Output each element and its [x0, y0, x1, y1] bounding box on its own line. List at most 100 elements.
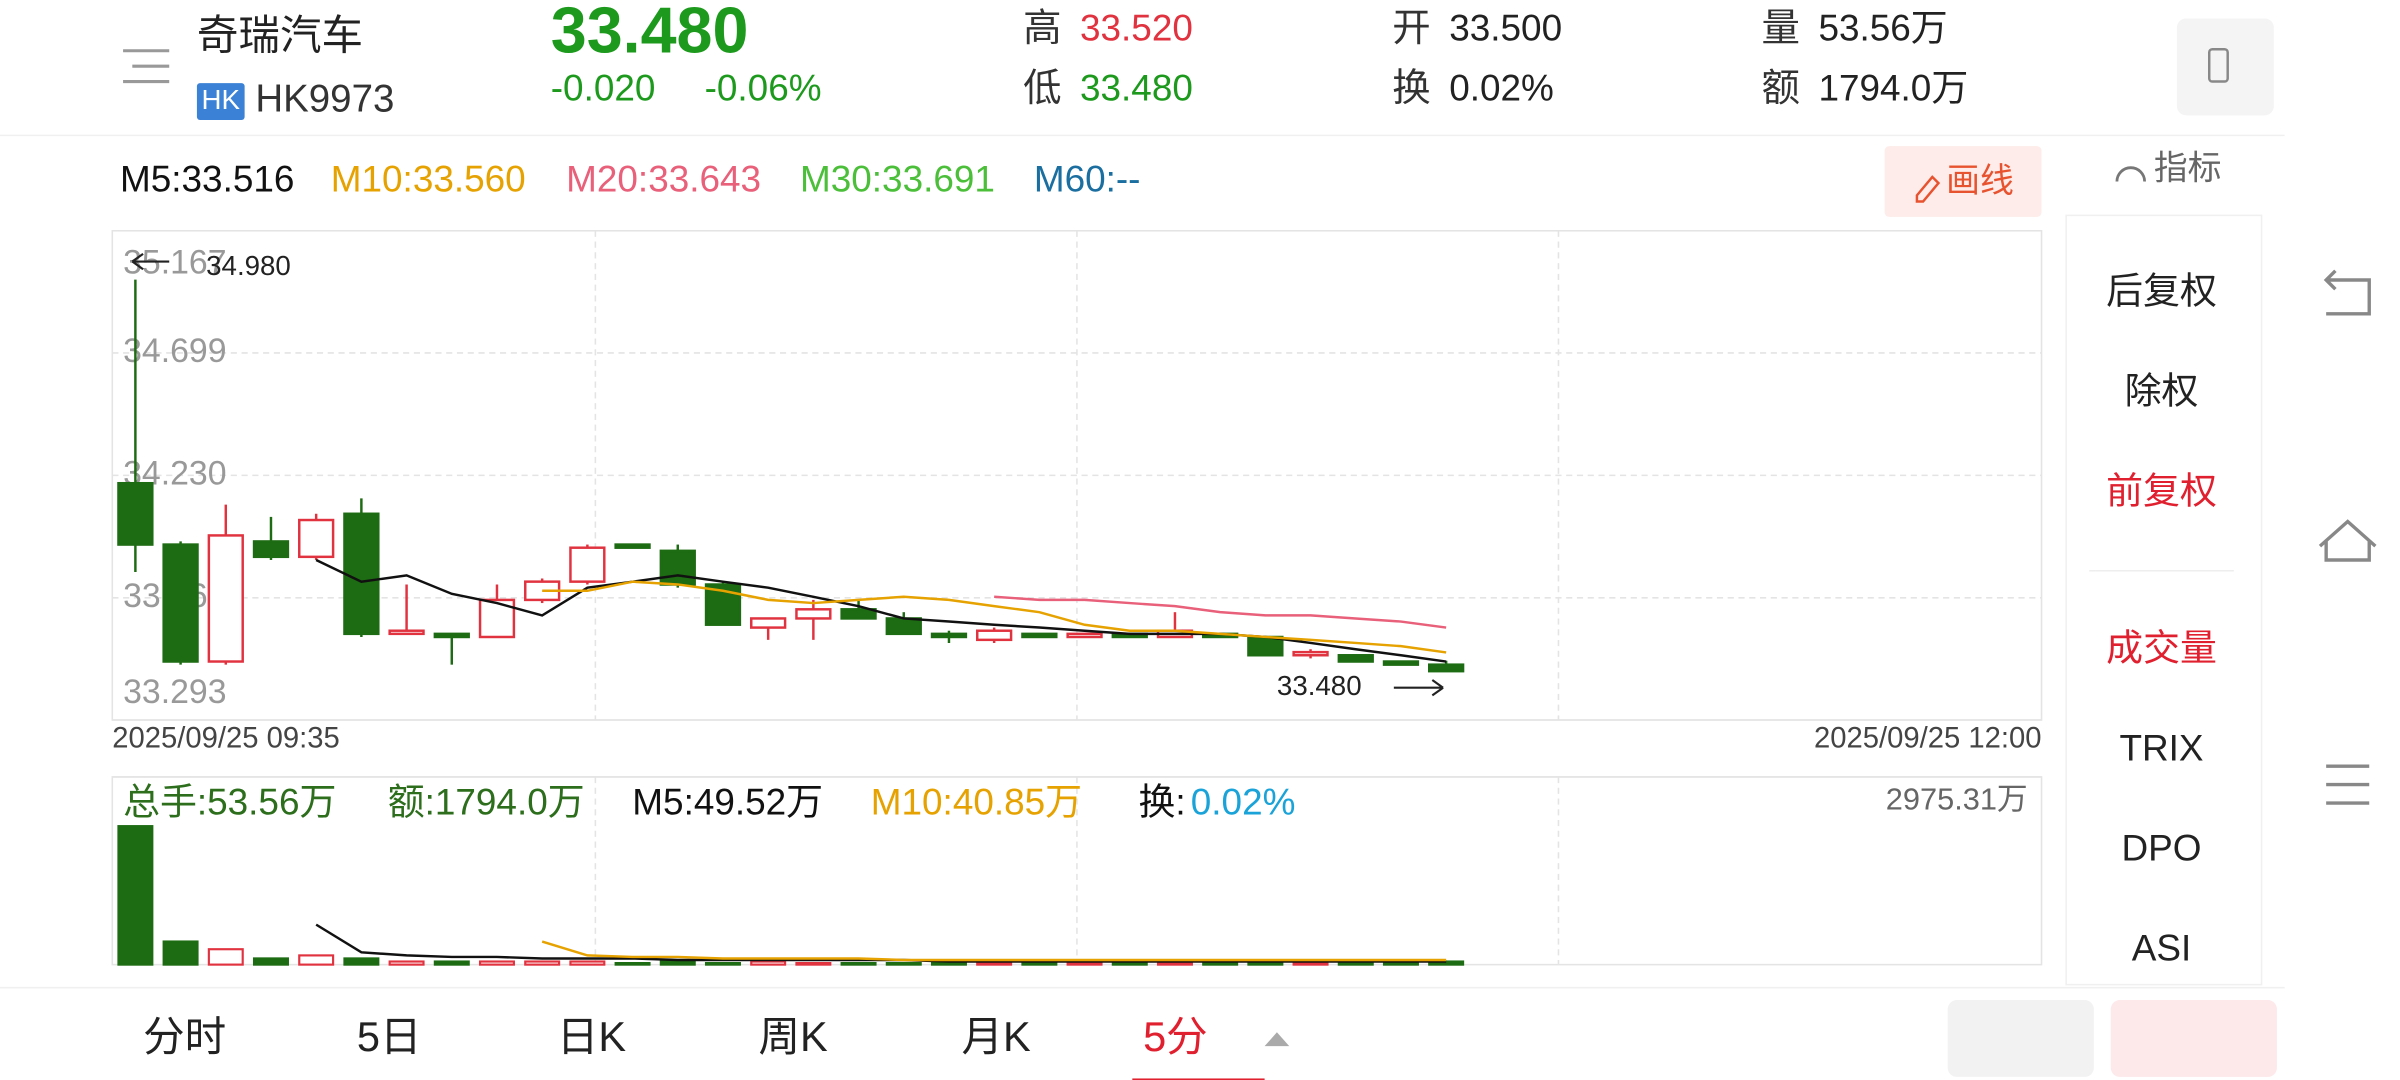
volume-bar: [117, 825, 154, 966]
tab[interactable]: 周K: [758, 1013, 828, 1060]
volume-bar: [614, 962, 651, 966]
ma-line: [315, 923, 1447, 963]
recent-icon[interactable]: [2326, 764, 2370, 805]
stat-value: 1794.0万: [1818, 68, 1968, 109]
ma-legend-item: M20:33.643: [566, 158, 761, 199]
stat-value: 0.02%: [1449, 68, 1554, 109]
side-menu-item[interactable]: 后复权: [2106, 271, 2217, 312]
candle-body: [1428, 663, 1465, 673]
stat-value: 33.500: [1449, 8, 1562, 49]
candle-body: [252, 540, 290, 559]
device-button[interactable]: [2176, 18, 2274, 116]
menu-icon[interactable]: [123, 49, 170, 84]
candle-body: [750, 617, 787, 629]
indicator-button[interactable]: 指标: [2154, 150, 2222, 188]
ma-line: [542, 580, 1447, 654]
volume-legend-item: 0.02%: [1191, 781, 1296, 822]
volume-bar: [433, 960, 470, 966]
volume-bar: [659, 960, 696, 966]
volume-bar: [930, 962, 967, 966]
tab[interactable]: 5日: [357, 1013, 422, 1060]
volume-bar: [569, 960, 606, 966]
close-arrow: [1393, 679, 1444, 697]
active-tab-underline: [1132, 1078, 1265, 1080]
high-annotation: 34.980: [206, 250, 291, 281]
volume-bar: [207, 948, 244, 966]
x-tick-label: 2025/09/25 09:35: [112, 723, 339, 755]
nav-icons: [2318, 269, 2377, 805]
volume-bar: [1337, 962, 1374, 966]
back-icon[interactable]: [2323, 269, 2371, 316]
volume-bar: [162, 940, 199, 966]
side-menu-item[interactable]: 成交量: [2106, 628, 2217, 669]
stat-label: 额: [1762, 67, 1800, 110]
candle-body: [614, 543, 651, 549]
ma-line: [541, 940, 1447, 962]
volume-bar: [478, 960, 515, 966]
y-tick-label: 2975.31万: [1886, 782, 2028, 817]
tab[interactable]: 月K: [962, 1013, 1032, 1060]
watchlist-button[interactable]: [2110, 1000, 2277, 1077]
ma-legend-item: M5:33.516: [120, 158, 294, 199]
stat-value: 33.480: [1080, 68, 1193, 109]
high-arrow: [131, 252, 170, 271]
volume-bar: [1382, 962, 1419, 966]
volume-bar: [795, 962, 832, 966]
candle-body: [1021, 632, 1058, 639]
ma-legend-item: M10:33.560: [331, 158, 526, 199]
tab[interactable]: 5分: [1143, 1013, 1208, 1060]
ma-legend-item: M30:33.691: [800, 158, 995, 199]
candle-body: [117, 481, 154, 546]
home-icon[interactable]: [2318, 519, 2377, 562]
chip-button[interactable]: [1947, 1000, 2094, 1077]
charts: 35.16734.69934.23033.76133.2932025/09/25…: [112, 158, 2042, 966]
volume-bar: [750, 960, 787, 966]
stat-value: 33.520: [1080, 8, 1193, 49]
side-menu-item[interactable]: DPO: [2122, 828, 2202, 869]
tab[interactable]: 分时: [143, 1013, 226, 1060]
volume-bar: [840, 962, 877, 966]
candle-body: [298, 518, 335, 559]
volume-bar: [1066, 962, 1103, 966]
ma-legend-item: M60:--: [1034, 158, 1141, 199]
side-menu-item[interactable]: TRIX: [2119, 728, 2203, 769]
candle-body: [885, 617, 922, 636]
pencil-icon: [1915, 175, 1941, 203]
candle-body: [1337, 654, 1374, 663]
side-menu-item[interactable]: 前复权: [2106, 471, 2217, 512]
stat-label: 换: [1392, 67, 1430, 110]
more-tab-arrow[interactable]: [1264, 1032, 1290, 1047]
draw-button-label: 画线: [1946, 162, 2014, 200]
side-menu-item[interactable]: ASI: [2132, 928, 2192, 969]
volume-legend-item: 总手:53.56万: [123, 781, 336, 822]
volume-bar: [343, 957, 380, 966]
candle-body: [840, 608, 877, 620]
volume-legend-item: 换:: [1138, 781, 1185, 822]
stat-label: 低: [1023, 67, 1061, 110]
volume-bar: [388, 960, 425, 966]
candle-body: [343, 512, 380, 636]
tab[interactable]: 日K: [557, 1013, 627, 1060]
y-tick-label: 33.293: [123, 673, 226, 711]
price-change-pct: -0.06%: [705, 68, 822, 109]
candle-body: [659, 549, 696, 586]
device-icon: [2208, 48, 2229, 83]
y-tick-label: 34.699: [123, 332, 226, 370]
price-change: -0.020: [551, 68, 656, 109]
candle-body: [433, 632, 470, 639]
volume-bar: [1156, 962, 1193, 966]
x-tick-label: 2025/09/25 12:00: [1814, 723, 2041, 755]
volume-bar: [1111, 962, 1148, 966]
candle-body: [930, 632, 968, 639]
volume-bar: [1021, 962, 1058, 966]
stock-code: HK9973: [255, 78, 394, 121]
volume-bar: [885, 962, 922, 966]
market-badge: HK: [202, 84, 241, 115]
side-menu-item[interactable]: 除权: [2125, 371, 2199, 412]
volume-bar: [298, 954, 335, 966]
volume-bar: [1292, 962, 1329, 966]
volume-bar: [1247, 962, 1284, 966]
